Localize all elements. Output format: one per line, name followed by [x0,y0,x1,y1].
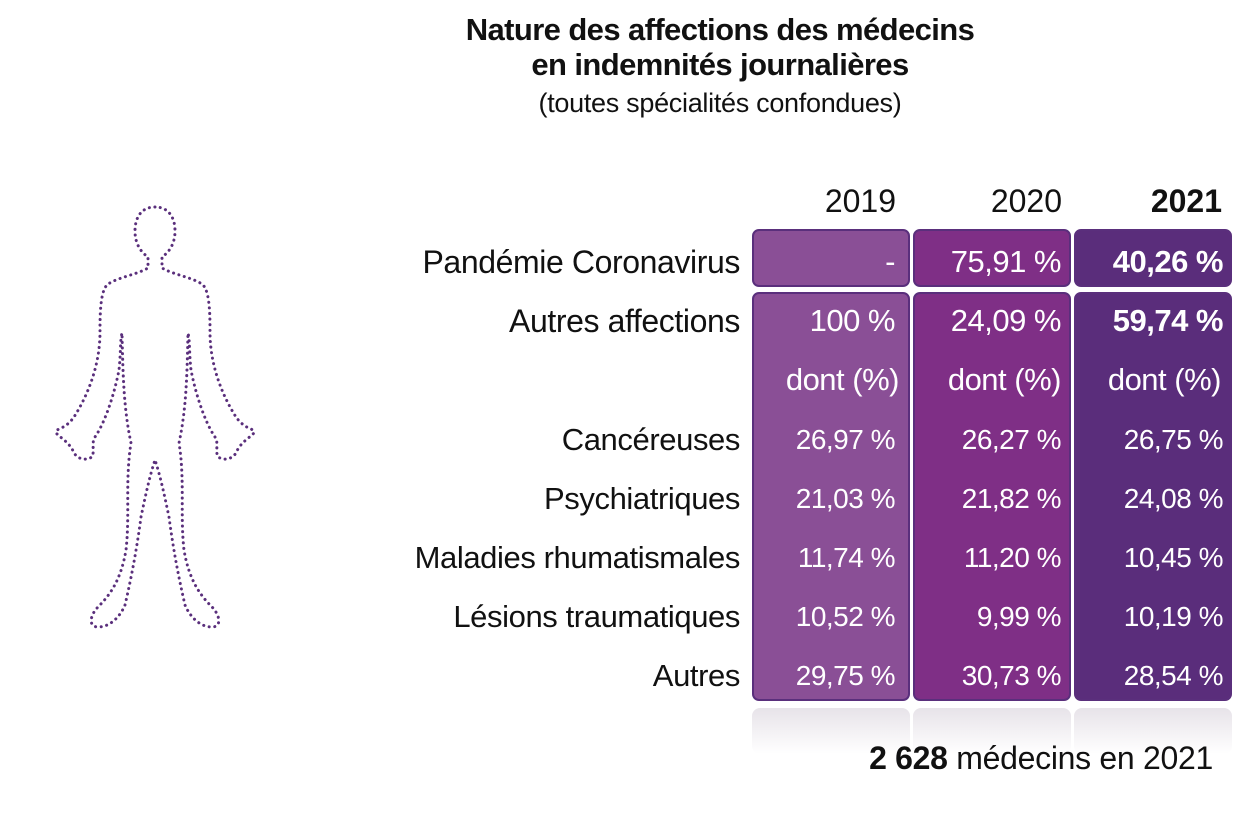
cell-trauma-2019: 10,52 % [795,601,896,632]
column-block-2020 [913,292,1071,701]
cell-cancer-2019: 26,97 % [795,424,896,455]
column-shadow-2021 [1074,708,1232,754]
row-label-psychiatric: Psychiatriques [544,481,740,516]
cell-of-which-2020: dont (%) [947,362,1062,397]
physician-count: 2 628 [869,740,948,776]
cell-other-conditions-2019: 100 % [809,303,896,338]
pandemic-cell-2020 [913,229,1071,287]
year-header-2019: 2019 [824,183,896,219]
row-label-others: Autres [652,658,741,693]
cell-trauma-2020: 9,99 % [976,601,1062,632]
chart-subtitle: (toutes spécialités confondues) [538,88,902,118]
cell-pandemic-2019: - [885,244,895,279]
column-shadow-2020 [913,708,1071,754]
cell-others-2019: 29,75 % [795,660,896,691]
pandemic-cell-2019 [752,229,910,287]
cell-rheumatic-2020: 11,20 % [963,542,1062,573]
cell-other-conditions-2020: 24,09 % [950,303,1062,338]
row-label-rheumatic: Maladies rhumatismales [414,540,741,575]
row-label-pandemic: Pandémie Coronavirus [422,244,740,280]
cell-of-which-2019: dont (%) [785,362,900,397]
column-block-2019 [752,292,910,701]
human-body-outline-icon [54,205,256,629]
row-label-other-conditions: Autres affections [509,303,740,339]
cell-of-which-2021: dont (%) [1107,362,1222,397]
year-header-2021: 2021 [1150,183,1222,219]
cell-rheumatic-2019: 11,74 % [797,542,896,573]
cell-cancer-2021: 26,75 % [1123,424,1224,455]
year-header-2020: 2020 [990,183,1062,219]
cell-trauma-2021: 10,19 % [1123,601,1224,632]
cell-others-2020: 30,73 % [961,660,1062,691]
cell-others-2021: 28,54 % [1123,660,1224,691]
row-label-cancer: Cancéreuses [561,422,741,457]
cell-cancer-2020: 26,27 % [961,424,1062,455]
cell-pandemic-2021: 40,26 % [1112,244,1224,279]
cell-psychiatric-2019: 21,03 % [795,483,896,514]
cell-psychiatric-2020: 21,82 % [961,483,1062,514]
pandemic-cell-2021 [1074,229,1232,287]
cell-rheumatic-2021: 10,45 % [1123,542,1224,573]
title-line-1: Nature des affections des médecins [465,12,975,47]
cell-pandemic-2020: 75,91 % [950,244,1062,279]
column-shadow-2019 [752,708,910,754]
footer-text: médecins en 2021 [956,740,1213,776]
column-block-2021 [1074,292,1232,701]
cell-psychiatric-2021: 24,08 % [1123,483,1224,514]
cell-other-conditions-2021: 59,74 % [1112,303,1224,338]
title-line-2: en indemnités journalières [531,47,909,82]
footer-note: 2 628 médecins en 2021 [869,736,1213,780]
row-label-trauma: Lésions traumatiques [453,599,740,634]
